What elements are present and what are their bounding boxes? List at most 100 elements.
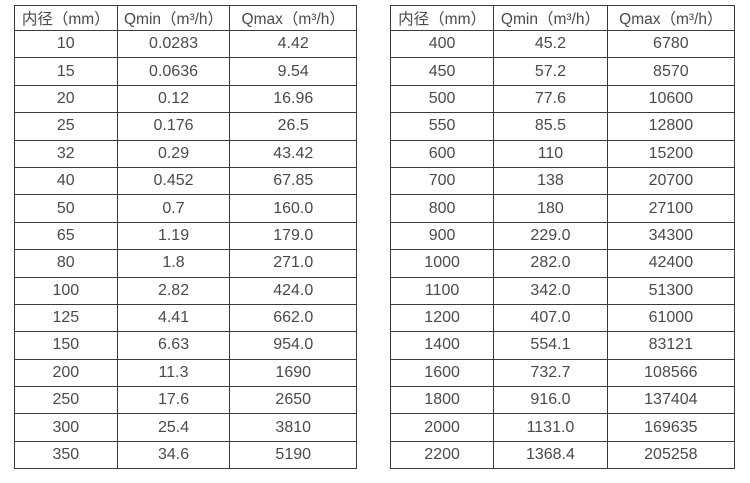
diameter-cell: 800 — [389, 194, 495, 223]
qmin-cell: 85.5 — [493, 112, 608, 141]
qmin-cell: 2.82 — [116, 276, 231, 305]
qmax-cell: 271.0 — [229, 249, 357, 278]
qmax-cell: 67.85 — [229, 166, 357, 196]
diameter-cell: 2200 — [389, 440, 495, 470]
qmin-cell: 1.19 — [116, 221, 231, 251]
diameter-cell: 10 — [14, 29, 118, 59]
table-row: 400 45.2 6780 — [389, 29, 736, 59]
diameter-cell: 32 — [14, 139, 118, 168]
table-row: 32 0.29 43.42 — [14, 139, 357, 168]
table-row: 2000 1131.0 169635 — [389, 413, 736, 442]
table-row: 1000 282.0 42400 — [389, 249, 736, 278]
qmin-cell: 0.452 — [116, 166, 231, 196]
diameter-cell: 1000 — [389, 249, 495, 278]
qmin-cell: 0.12 — [116, 84, 231, 114]
table-row: 500 77.6 10600 — [389, 84, 736, 114]
column-header-qmax: Qmax（m³/h） — [606, 5, 736, 31]
table-row: 250 17.6 2650 — [14, 386, 357, 415]
qmin-cell: 6.63 — [116, 331, 231, 360]
qmax-cell: 1690 — [229, 358, 357, 388]
diameter-cell: 65 — [14, 221, 118, 251]
diameter-cell: 350 — [14, 440, 118, 470]
diameter-cell: 400 — [389, 29, 495, 59]
qmax-cell: 83121 — [606, 331, 736, 360]
qmin-cell: 1368.4 — [493, 440, 608, 470]
qmin-cell: 0.7 — [116, 194, 231, 223]
qmin-cell: 45.2 — [493, 29, 608, 59]
diameter-cell: 100 — [14, 276, 118, 305]
diameter-cell: 25 — [14, 112, 118, 141]
diameter-cell: 500 — [389, 84, 495, 114]
diameter-cell: 1200 — [389, 303, 495, 333]
qmin-cell: 17.6 — [116, 386, 231, 415]
qmax-cell: 424.0 — [229, 276, 357, 305]
qmax-cell: 3810 — [229, 413, 357, 442]
qmax-cell: 6780 — [606, 29, 736, 59]
qmin-cell: 77.6 — [493, 84, 608, 114]
flow-table-small-diameters: 内径（mm） Qmin（m³/h） Qmax（m³/h） 10 0.0283 4.4… — [14, 5, 357, 470]
qmin-cell: 57.2 — [493, 57, 608, 86]
qmax-cell: 26.5 — [229, 112, 357, 141]
qmax-cell: 10600 — [606, 84, 736, 114]
qmin-cell: 0.0636 — [116, 57, 231, 86]
diameter-cell: 900 — [389, 221, 495, 251]
qmax-cell: 27100 — [606, 194, 736, 223]
qmax-cell: 179.0 — [229, 221, 357, 251]
diameter-cell: 1100 — [389, 276, 495, 305]
diameter-cell: 200 — [14, 358, 118, 388]
table-row: 1400 554.1 83121 — [389, 331, 736, 360]
table-row: 1800 916.0 137404 — [389, 386, 736, 415]
diameter-cell: 20 — [14, 84, 118, 114]
diameter-cell: 250 — [14, 386, 118, 415]
qmax-cell: 5190 — [229, 440, 357, 470]
diameter-cell: 600 — [389, 139, 495, 168]
qmax-cell: 9.54 — [229, 57, 357, 86]
qmin-cell: 4.41 — [116, 303, 231, 333]
table-row: 40 0.452 67.85 — [14, 166, 357, 196]
table-row: 1100 342.0 51300 — [389, 276, 736, 305]
qmin-cell: 916.0 — [493, 386, 608, 415]
table-row: 80 1.8 271.0 — [14, 249, 357, 278]
header-row: 内径（mm） Qmin（m³/h） Qmax（m³/h） — [14, 5, 357, 31]
table-row: 15 0.0636 9.54 — [14, 57, 357, 86]
qmin-cell: 1131.0 — [493, 413, 608, 442]
qmax-cell: 954.0 — [229, 331, 357, 360]
diameter-cell: 125 — [14, 303, 118, 333]
table-row: 550 85.5 12800 — [389, 112, 736, 141]
flow-table-large-diameters: 内径（mm） Qmin（m³/h） Qmax（m³/h） 400 45.2 6780… — [389, 5, 736, 470]
diameter-cell: 150 — [14, 331, 118, 360]
table-row: 10 0.0283 4.42 — [14, 29, 357, 59]
qmin-cell: 407.0 — [493, 303, 608, 333]
column-header-qmin: Qmin（m³/h） — [493, 5, 608, 31]
diameter-cell: 50 — [14, 194, 118, 223]
table-row: 300 25.4 3810 — [14, 413, 357, 442]
qmin-cell: 0.176 — [116, 112, 231, 141]
table-row: 20 0.12 16.96 — [14, 84, 357, 114]
table-row: 450 57.2 8570 — [389, 57, 736, 86]
qmax-cell: 160.0 — [229, 194, 357, 223]
qmax-cell: 20700 — [606, 166, 736, 196]
qmin-cell: 11.3 — [116, 358, 231, 388]
qmax-cell: 51300 — [606, 276, 736, 305]
qmin-cell: 34.6 — [116, 440, 231, 470]
qmax-cell: 205258 — [606, 440, 736, 470]
qmin-cell: 110 — [493, 139, 608, 168]
qmax-cell: 2650 — [229, 386, 357, 415]
qmin-cell: 229.0 — [493, 221, 608, 251]
qmin-cell: 0.29 — [116, 139, 231, 168]
qmin-cell: 0.0283 — [116, 29, 231, 59]
diameter-cell: 700 — [389, 166, 495, 196]
qmin-cell: 1.8 — [116, 249, 231, 278]
column-header-diameter: 内径（mm） — [14, 5, 118, 31]
table-row: 125 4.41 662.0 — [14, 303, 357, 333]
table-row: 600 110 15200 — [389, 139, 736, 168]
header-row: 内径（mm） Qmin（m³/h） Qmax（m³/h） — [389, 5, 736, 31]
qmin-cell: 554.1 — [493, 331, 608, 360]
column-header-diameter: 内径（mm） — [389, 5, 495, 31]
qmax-cell: 34300 — [606, 221, 736, 251]
table-row: 25 0.176 26.5 — [14, 112, 357, 141]
qmax-cell: 8570 — [606, 57, 736, 86]
diameter-cell: 40 — [14, 166, 118, 196]
qmin-cell: 180 — [493, 194, 608, 223]
